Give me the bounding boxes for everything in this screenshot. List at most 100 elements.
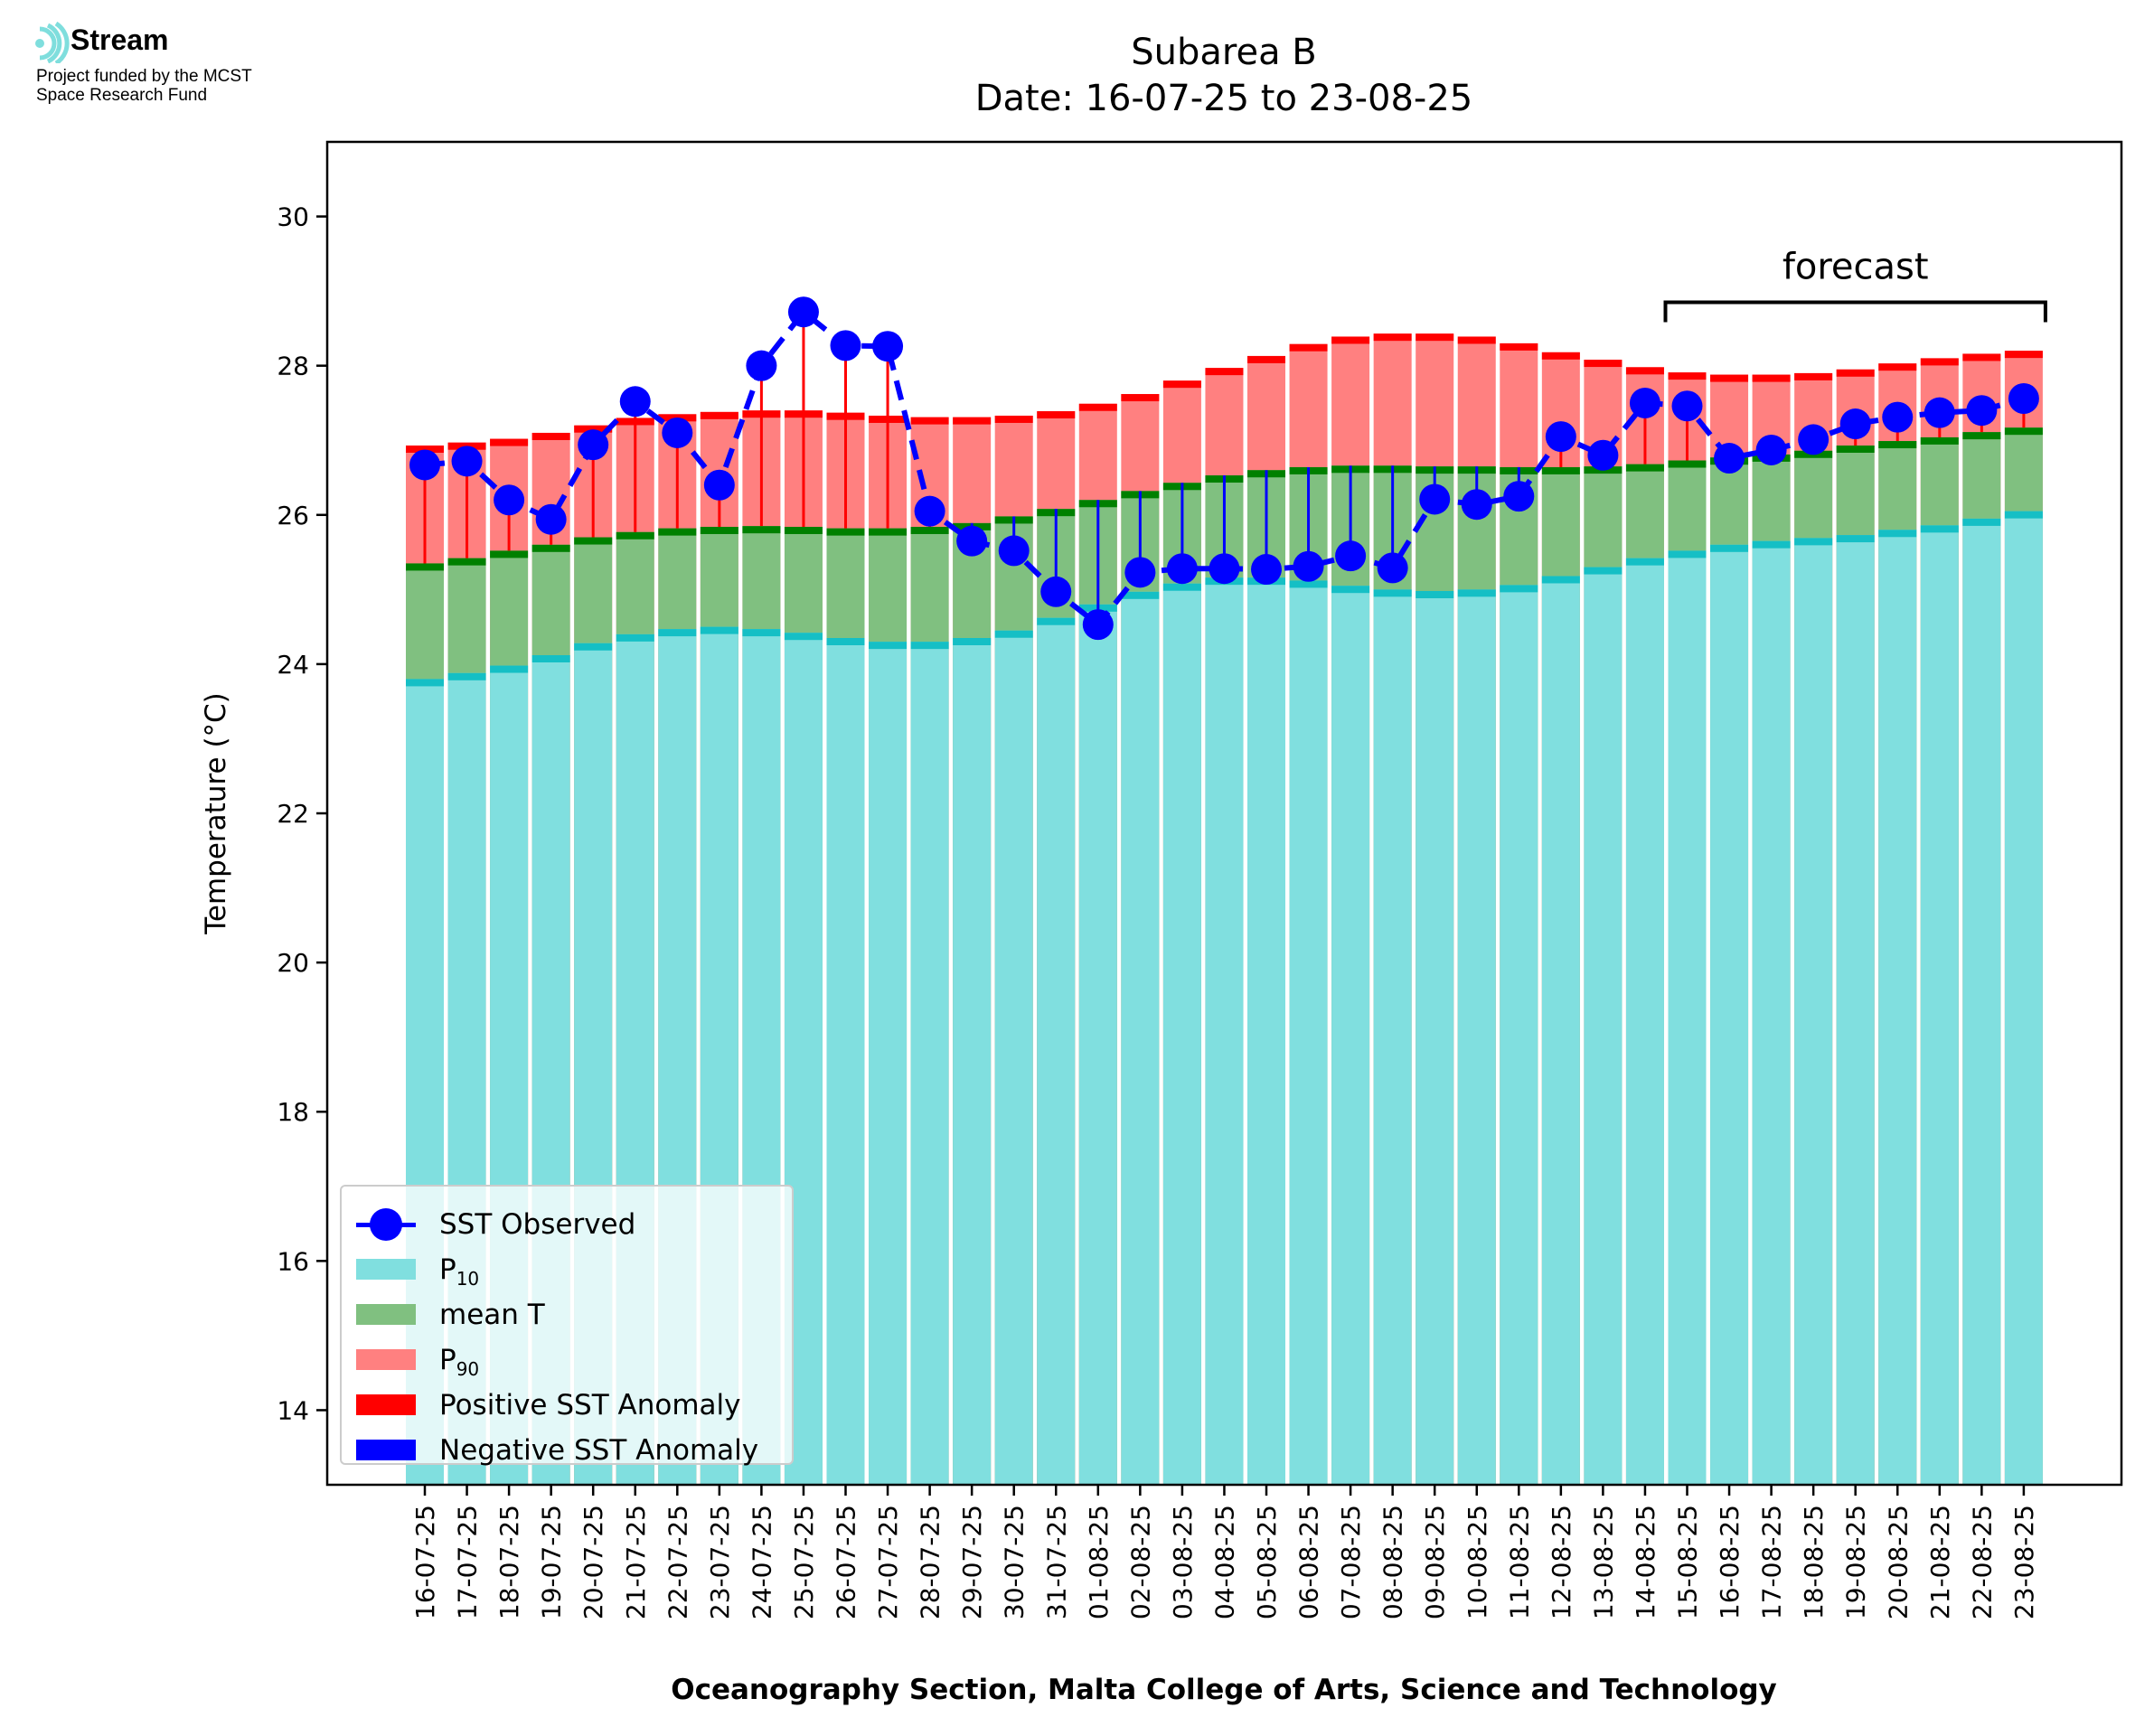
bar-p10	[1500, 585, 1538, 1485]
x-tick-label: 17-08-25	[1757, 1505, 1787, 1619]
bar-p90-cap	[1457, 336, 1496, 344]
legend-item-mean: mean T	[342, 1293, 792, 1331]
bar-p10-cap	[1794, 538, 1833, 546]
bar-p90-cap	[1121, 394, 1160, 402]
observed-point	[409, 449, 440, 481]
observed-point	[1082, 609, 1114, 641]
x-tick-label: 07-08-25	[1336, 1505, 1366, 1619]
observed-point	[662, 417, 693, 448]
bar-p90-cap	[531, 432, 570, 440]
bar-mean-cap	[1541, 466, 1580, 474]
x-tick-label: 22-08-25	[1967, 1505, 1997, 1619]
bar-p10-cap	[953, 637, 992, 645]
bar-p90-cap	[490, 438, 529, 446]
bar-p90-cap	[1836, 369, 1875, 377]
bar-mean-cap	[1836, 446, 1875, 454]
observed-point	[998, 535, 1030, 567]
bar-p90-cap	[1962, 353, 2001, 361]
bar-p90-cap	[1247, 355, 1285, 363]
bar-p10-cap	[1668, 550, 1707, 558]
x-tick-label: 14-08-25	[1631, 1505, 1660, 1619]
bar-mean-cap	[658, 528, 697, 536]
observed-point	[1882, 401, 1914, 433]
x-tick-label: 24-07-25	[747, 1505, 776, 1619]
legend-item-observed: SST Observed	[342, 1203, 792, 1241]
x-tick-label: 28-07-25	[916, 1505, 945, 1619]
y-tick-label: 30	[277, 202, 309, 232]
x-tick-label: 10-08-25	[1463, 1505, 1492, 1619]
observed-point	[1335, 540, 1367, 572]
bar-p10-cap	[616, 633, 654, 642]
bar-p10	[994, 630, 1033, 1485]
observed-series-layer	[409, 296, 2039, 641]
bar-p90-cap	[1373, 333, 1412, 342]
x-tick-label: 17-07-25	[453, 1505, 483, 1619]
observed-point	[1587, 439, 1619, 471]
bar-mean-cap	[1962, 432, 2001, 440]
x-tick-label: 06-08-25	[1294, 1505, 1324, 1619]
observed-point	[1671, 390, 1703, 422]
y-tick-label: 20	[277, 948, 309, 978]
bar-p90-cap	[574, 425, 613, 433]
bar-mean-cap	[574, 537, 613, 545]
x-tick-label: 18-08-25	[1799, 1505, 1829, 1619]
y-tick-label: 24	[277, 650, 309, 680]
observed-point	[1124, 557, 1156, 588]
bar-p10-cap	[658, 629, 697, 637]
bar-p90-cap	[1205, 368, 1244, 376]
bar-p90-cap	[1331, 336, 1370, 344]
bar-p10-cap	[1625, 558, 1664, 566]
bar-p10-cap	[1331, 586, 1370, 594]
bar-p10-cap	[490, 665, 529, 673]
bar-mean-cap	[531, 544, 570, 552]
bar-p10	[1078, 604, 1117, 1485]
x-tick-label: 13-08-25	[1588, 1505, 1618, 1619]
bar-mean-cap	[1878, 441, 1917, 449]
observed-point	[619, 386, 651, 418]
bar-p90-cap	[953, 417, 992, 425]
x-tick-label: 20-07-25	[578, 1505, 608, 1619]
bar-p10-cap	[1878, 530, 1917, 538]
x-axis-label: Oceanography Section, Malta College of A…	[671, 1674, 1777, 1706]
bar-p10-cap	[1162, 583, 1201, 591]
legend-label: Positive SST Anomaly	[439, 1389, 741, 1422]
bar-mean-cap	[447, 558, 486, 566]
x-tick-label: 19-08-25	[1841, 1505, 1871, 1619]
bar-p10	[1668, 550, 1707, 1485]
observed-point	[787, 296, 819, 328]
observed-point	[1503, 481, 1535, 512]
bar-p10	[1331, 586, 1370, 1485]
bar-p10-cap	[1710, 544, 1749, 552]
observed-point	[1251, 554, 1282, 586]
x-tick-label: 01-08-25	[1084, 1505, 1114, 1619]
bar-p10-cap	[531, 654, 570, 662]
legend-label: mean T	[439, 1299, 545, 1331]
y-tick-label: 14	[277, 1395, 309, 1425]
bar-p10	[1794, 538, 1833, 1485]
bar-mean-cap	[700, 526, 738, 534]
bar-p10-cap	[1037, 617, 1076, 625]
bar-p90-cap	[1920, 358, 1959, 366]
forecast-annotation: forecast	[1663, 246, 2047, 323]
bar-p10-cap	[742, 629, 781, 637]
observed-point	[1040, 576, 1072, 607]
x-tick-label: 19-07-25	[537, 1505, 567, 1619]
observed-point	[1755, 434, 1787, 465]
forecast-label: forecast	[1782, 246, 1929, 287]
bar-mean-cap	[1920, 436, 1959, 445]
legend-label: Negative SST Anomaly	[439, 1434, 759, 1467]
x-tick-label: 30-07-25	[1000, 1505, 1030, 1619]
bar-mean-cap	[2004, 427, 2043, 436]
observed-point	[2008, 382, 2039, 414]
bar-mean-cap	[406, 563, 444, 571]
bar-p10-cap	[1962, 518, 2001, 526]
bar-mean-cap	[784, 526, 823, 534]
bar-p10-cap	[1457, 589, 1496, 597]
y-tick-label: 16	[277, 1246, 309, 1276]
bar-p10-cap	[1121, 591, 1160, 599]
legend-swatch	[356, 1304, 416, 1325]
observed-point	[1209, 553, 1240, 585]
bar-p10-cap	[826, 637, 865, 645]
observed-point	[1714, 443, 1745, 474]
bar-p10	[1584, 567, 1623, 1485]
